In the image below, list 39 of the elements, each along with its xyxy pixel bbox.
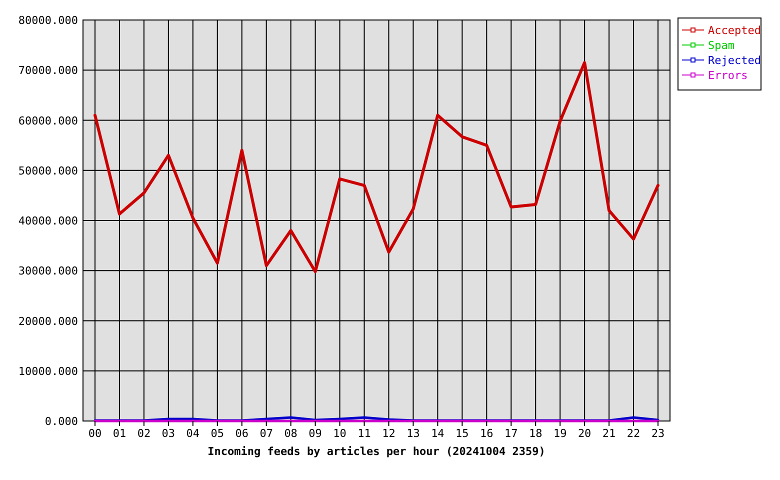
legend-label: Accepted [708, 24, 761, 37]
y-tick-label: 50000.000 [18, 164, 78, 178]
x-tick-label: 09 [308, 427, 322, 440]
x-tick-label: 15 [456, 427, 469, 440]
y-tick-label: 10000.000 [18, 364, 78, 378]
x-tick-label: 16 [480, 427, 494, 440]
x-tick-label: 08 [284, 427, 298, 440]
y-tick-label: 30000.000 [18, 264, 78, 278]
x-tick-label: 22 [626, 427, 640, 440]
x-tick-label: 21 [602, 427, 616, 440]
x-tick-label: 11 [358, 427, 371, 440]
x-tick-label: 20 [578, 427, 592, 440]
x-axis-title: Incoming feeds by articles per hour (20241004 2359) [208, 445, 546, 458]
y-tick-label: 20000.000 [18, 314, 78, 328]
y-tick-label: 80000.000 [18, 14, 78, 27]
x-tick-label: 12 [382, 427, 396, 440]
x-tick-label: 10 [333, 427, 346, 440]
x-tick-label: 03 [162, 427, 176, 440]
legend-label: Rejected [708, 54, 761, 67]
y-tick-label: 0.000 [44, 415, 78, 428]
x-tick-label: 02 [137, 427, 151, 440]
x-tick-label: 23 [651, 427, 665, 440]
y-tick-label: 70000.000 [18, 64, 78, 78]
x-tick-label: 14 [431, 427, 445, 440]
x-tick-label: 04 [186, 427, 200, 440]
y-tick-label: 60000.000 [18, 114, 78, 128]
x-tick-label: 00 [88, 427, 102, 440]
legend-label: Spam [708, 39, 735, 52]
x-tick-label: 18 [528, 427, 542, 440]
x-tick-label: 13 [406, 427, 420, 440]
line-series [94, 61, 660, 274]
x-tick-label: 05 [210, 427, 224, 440]
y-tick-label: 40000.000 [18, 214, 78, 228]
x-tick-label: 07 [260, 427, 273, 440]
legend-label: Errors [708, 69, 748, 82]
x-tick-label: 17 [504, 427, 518, 440]
x-tick-label: 19 [553, 427, 567, 440]
x-tick-label: 06 [235, 427, 248, 440]
x-tick-label: 01 [112, 427, 126, 440]
